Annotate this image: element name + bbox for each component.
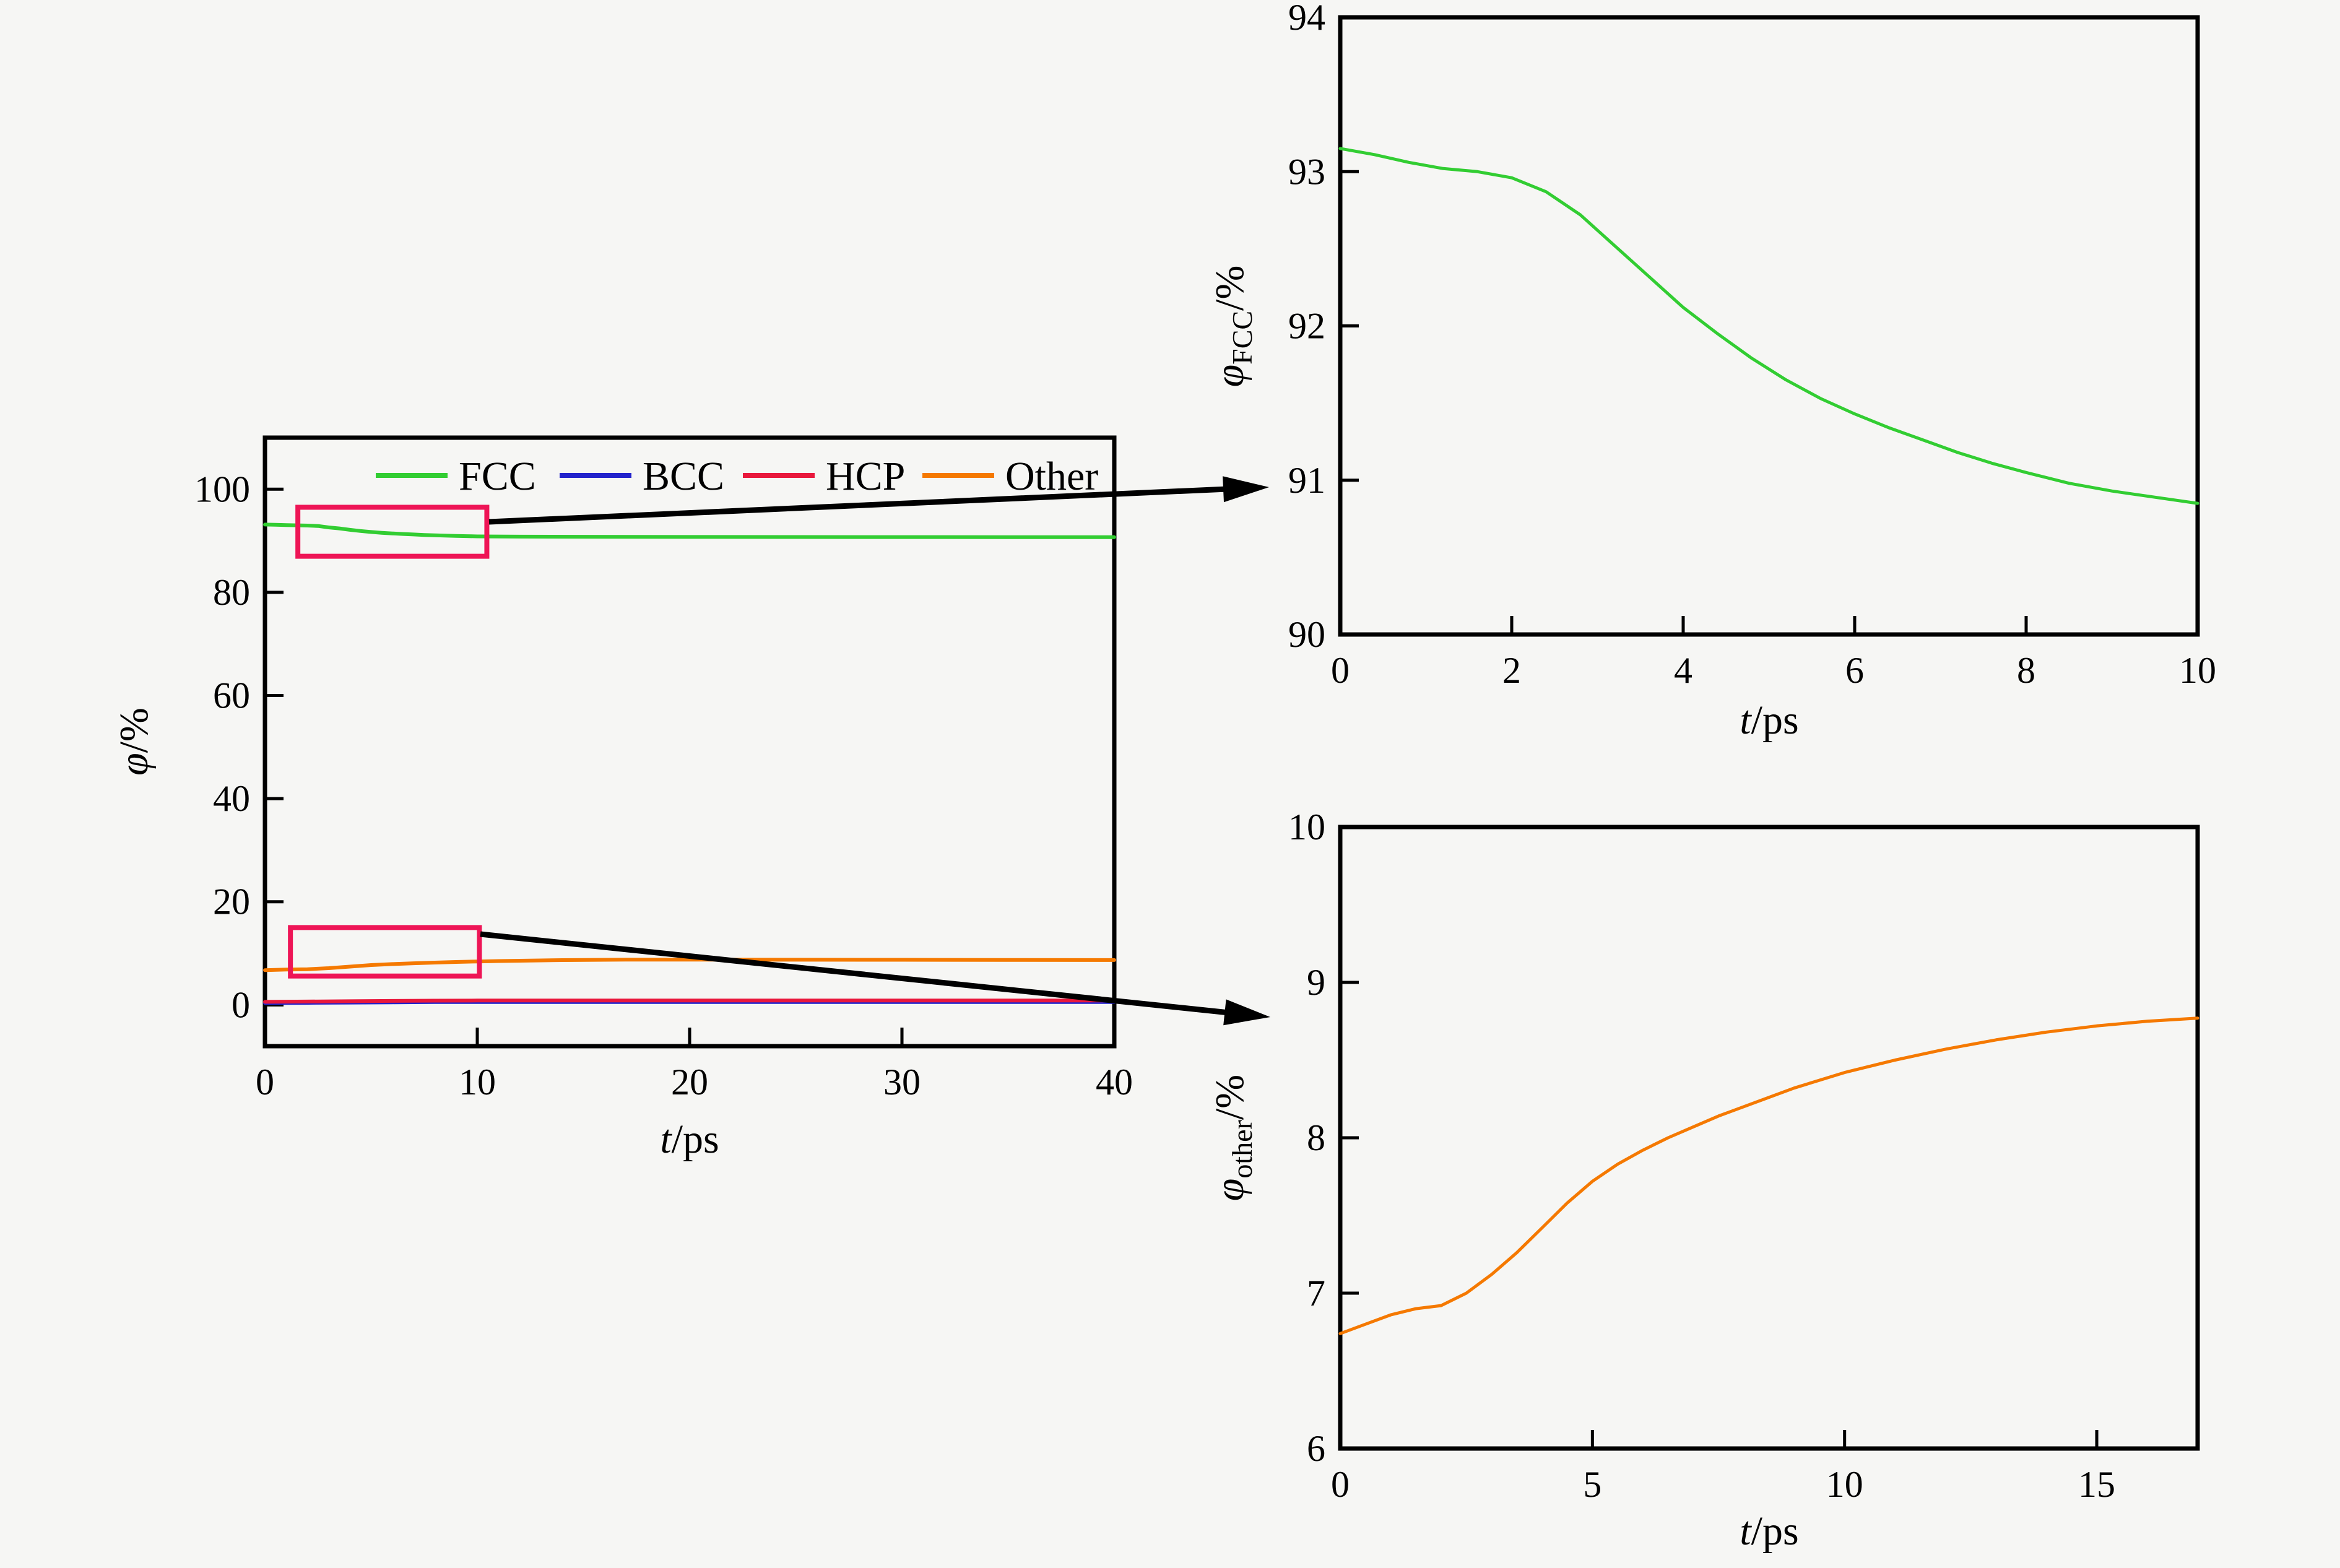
fcc_zoom-y-axis-label: φFCC/% — [1207, 266, 1258, 388]
legend-label-bcc: BCC — [643, 454, 724, 499]
zoom-arrow-head — [1223, 999, 1270, 1026]
y-tick-label: 91 — [1288, 460, 1325, 501]
y-tick-label: 80 — [213, 572, 250, 613]
x-tick-label: 20 — [671, 1062, 708, 1102]
x-tick-label: 40 — [1096, 1062, 1133, 1102]
main-y-axis-label: φ/% — [111, 708, 157, 776]
fcc_zoom-plot-frame — [1338, 15, 2200, 637]
x-tick-label: 8 — [2017, 650, 2035, 691]
x-tick-label: 4 — [1674, 650, 1692, 691]
x-tick-label: 10 — [1826, 1464, 1863, 1505]
y-tick-label: 93 — [1288, 151, 1325, 192]
main-series-hcp-line — [263, 998, 1116, 1004]
main-chart: 0 10 20 30 40 0 20 40 60 80 100 t/ps φ/% FCC BCC HCP Oth… — [111, 435, 1133, 1162]
legend-label-other: Other — [1005, 454, 1098, 499]
main-x-axis-label: t/ps — [660, 1117, 719, 1162]
y-tick-label: 60 — [213, 675, 250, 716]
annotation-layer — [288, 476, 1270, 1026]
x-tick-label: 2 — [1502, 650, 1521, 691]
other_zoom-y-axis-label: φother/% — [1207, 1075, 1258, 1201]
other_zoom-series-other-line — [1338, 1016, 2199, 1335]
other-zoom-chart: 0 5 10 15 6 7 8 9 10 t/ps φother/% — [1207, 807, 2200, 1554]
fcc_zoom-x-axis-label: t/ps — [1740, 698, 1798, 743]
main-series-fcc-line — [263, 522, 1116, 539]
x-tick-label: 15 — [2078, 1464, 2115, 1505]
y-tick-label: 20 — [213, 881, 250, 922]
x-tick-label: 10 — [459, 1062, 496, 1102]
y-tick-label: 0 — [232, 984, 250, 1025]
x-tick-label: 6 — [1845, 650, 1864, 691]
other_zoom-x-axis-label: t/ps — [1740, 1509, 1798, 1554]
legend-label-hcp: HCP — [826, 454, 905, 499]
y-tick-label: 9 — [1307, 962, 1325, 1003]
y-tick-label: 92 — [1288, 306, 1325, 347]
x-tick-label: 5 — [1583, 1464, 1601, 1505]
fcc-zoom-chart: 0 2 4 6 8 10 90 91 92 93 94 t/ps φFCC/% — [1207, 0, 2216, 743]
x-tick-label: 30 — [883, 1062, 921, 1102]
highlight-rect — [288, 925, 482, 979]
main-series-other-line — [263, 958, 1116, 972]
y-tick-label: 40 — [213, 778, 250, 819]
x-tick-label: 0 — [1331, 650, 1350, 691]
zoom-arrow-head — [1223, 476, 1269, 503]
y-tick-label: 8 — [1307, 1117, 1325, 1158]
y-tick-label: 6 — [1307, 1428, 1325, 1469]
x-tick-label: 0 — [1331, 1464, 1350, 1505]
fcc_zoom-series-fcc-line — [1338, 147, 2199, 505]
y-tick-label: 10 — [1288, 807, 1325, 847]
zoom-arrow-line — [480, 931, 1248, 1018]
x-tick-label: 10 — [2179, 650, 2216, 691]
x-tick-label: 0 — [256, 1062, 274, 1102]
legend-label-fcc: FCC — [459, 454, 536, 499]
y-tick-label: 7 — [1307, 1273, 1325, 1314]
highlight-rect — [295, 505, 490, 559]
zoom-arrow-line — [488, 485, 1247, 525]
y-tick-label: 94 — [1288, 0, 1325, 38]
y-tick-label: 100 — [194, 469, 250, 509]
y-tick-label: 90 — [1288, 614, 1325, 655]
other_zoom-plot-frame — [1338, 825, 2200, 1451]
